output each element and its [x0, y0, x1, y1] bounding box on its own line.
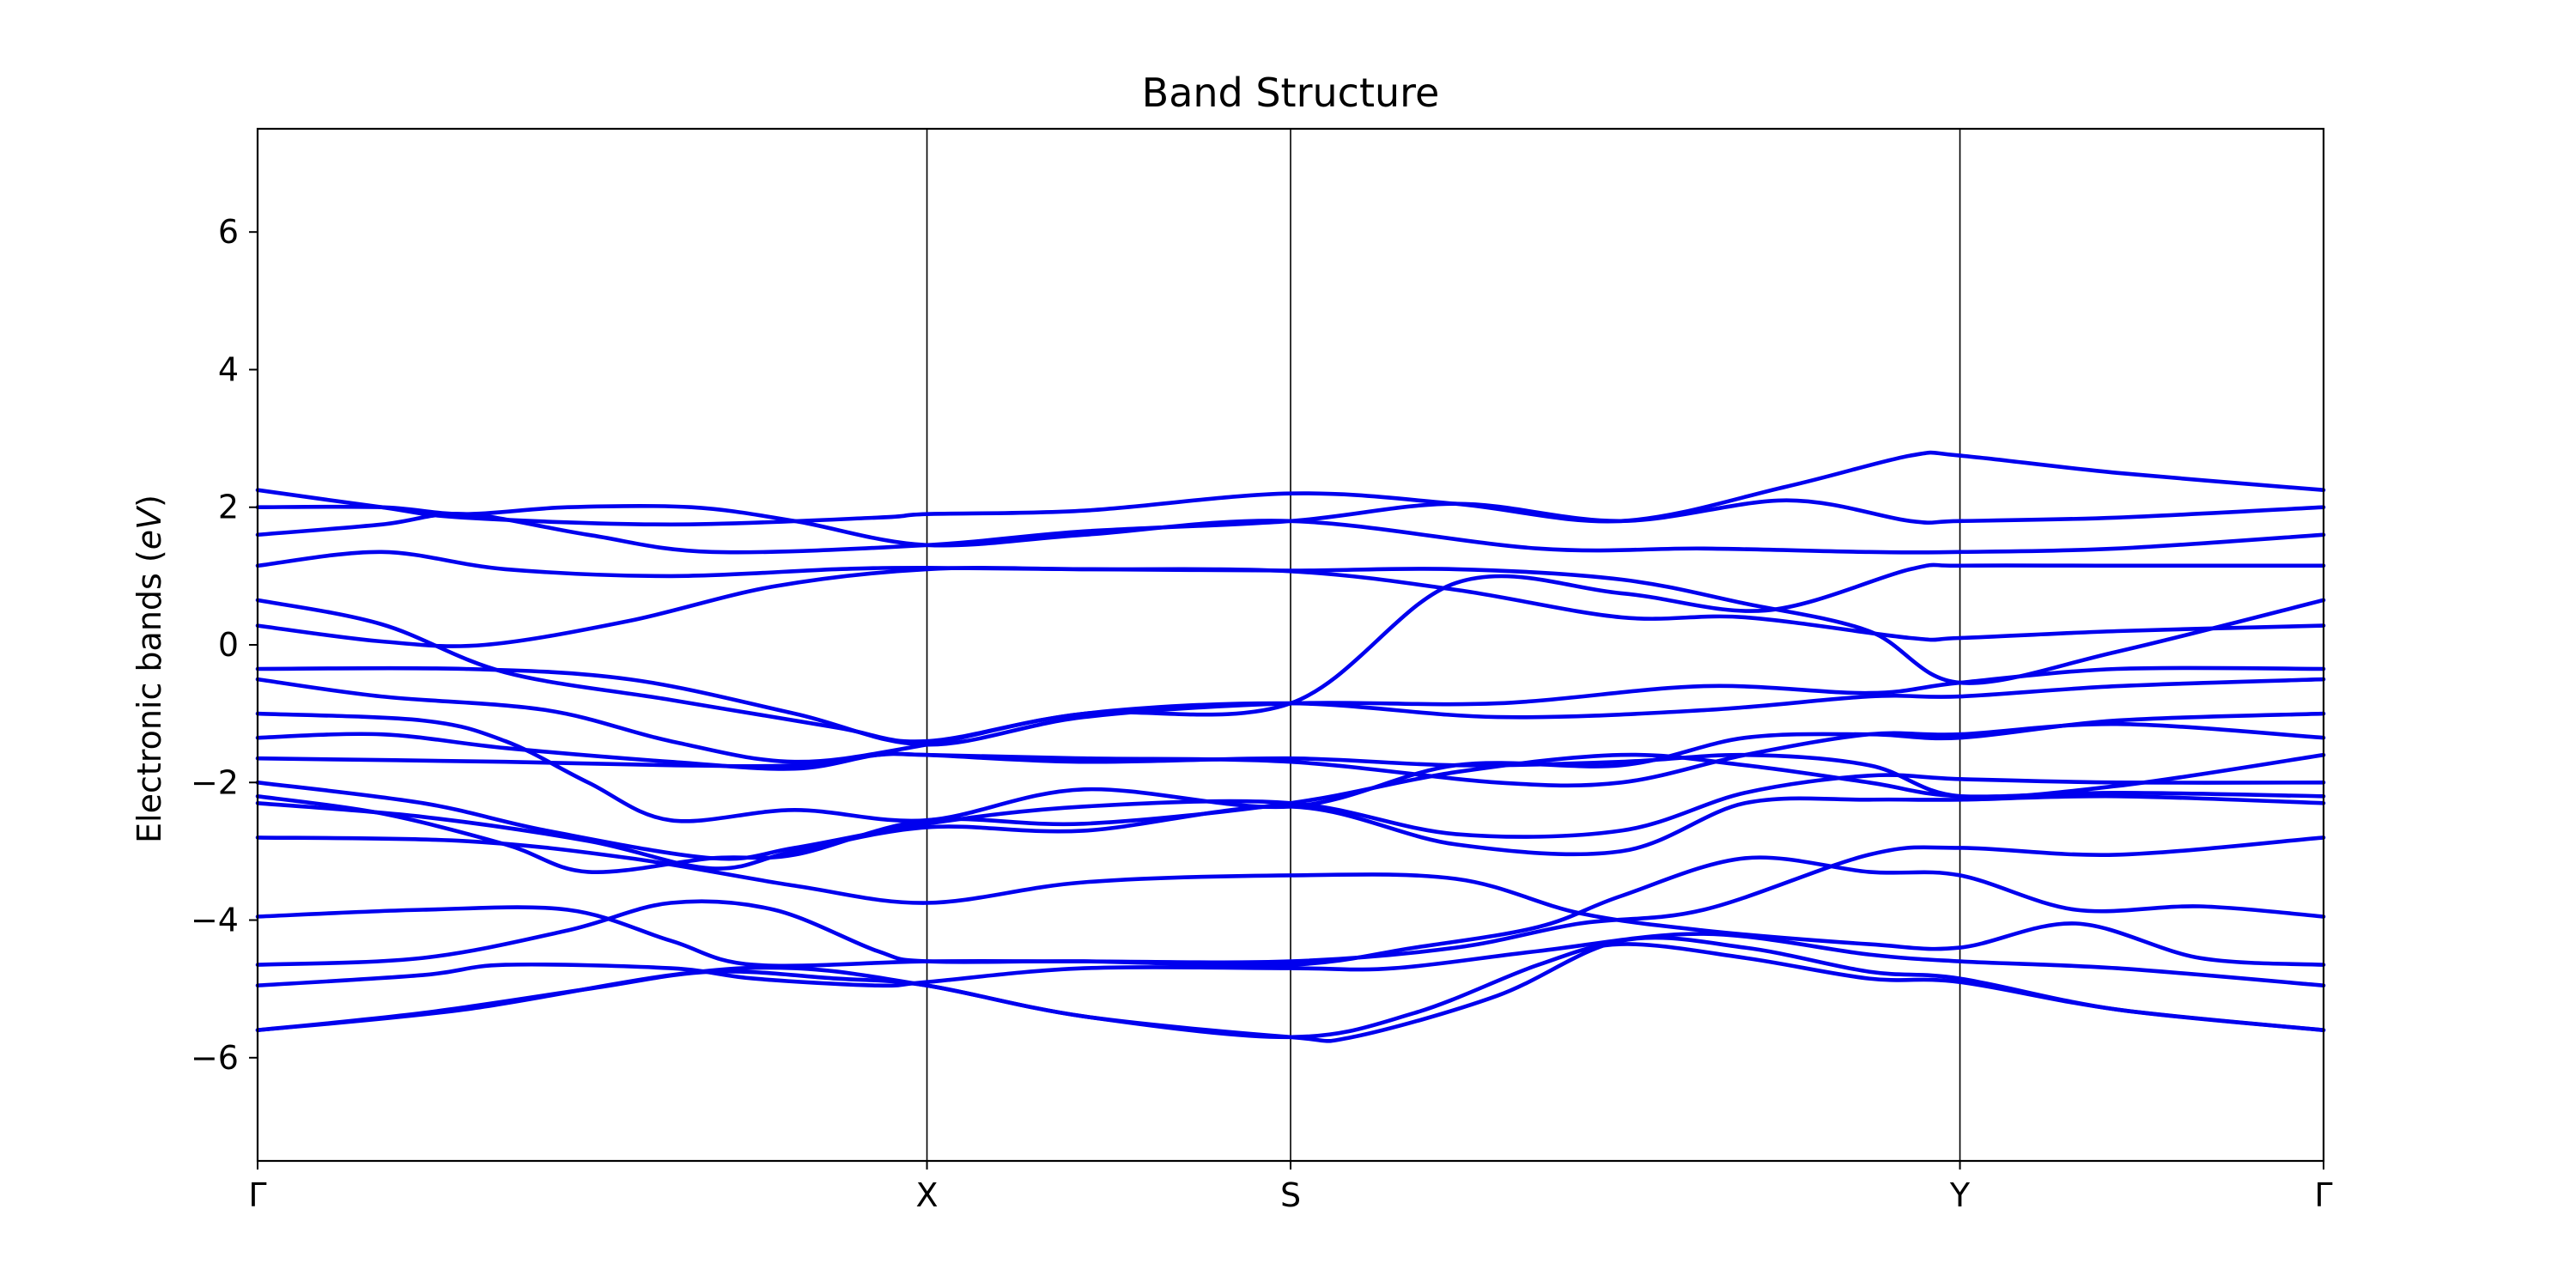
band-line — [255, 711, 2326, 823]
chart-title: Band Structure — [1142, 70, 1440, 116]
y-tick-label: −2 — [191, 763, 239, 801]
band-line — [255, 932, 2326, 988]
band-line — [255, 677, 2326, 764]
band-line — [255, 562, 2326, 744]
x-tick-label: Γ — [2314, 1176, 2332, 1214]
band-line — [255, 935, 2326, 1043]
plot-frame — [256, 127, 2325, 1163]
y-tick-label: 4 — [218, 350, 239, 388]
y-tick-label: −6 — [191, 1039, 239, 1077]
y-tick-label: 2 — [218, 489, 239, 526]
y-axis-label-unit: eV — [131, 505, 168, 550]
y-tick-label: −4 — [191, 902, 239, 939]
y-tick-label: 6 — [218, 213, 239, 251]
band-line — [255, 498, 2326, 555]
y-axis-label: Electronic bands (eV) — [131, 495, 168, 843]
y-axis-label-main: Electronic bands ( — [131, 550, 168, 843]
x-tick-label: Y — [1949, 1176, 1971, 1214]
band-line — [255, 450, 2326, 527]
band-line — [255, 835, 2326, 967]
high-symmetry-lines — [926, 129, 1961, 1161]
band-line — [255, 793, 2326, 871]
band-line — [255, 566, 2326, 685]
y-tick-label: 0 — [218, 626, 239, 664]
x-tick-label: X — [916, 1176, 939, 1214]
x-tick-label: S — [1280, 1176, 1301, 1214]
band-line — [255, 855, 2326, 968]
x-tick-label: Γ — [248, 1176, 266, 1214]
band-lines — [255, 450, 2326, 1043]
y-axis-ticks: −6 −4 −2 0 2 4 6 — [191, 213, 258, 1077]
y-axis-label-close: ) — [131, 495, 168, 507]
